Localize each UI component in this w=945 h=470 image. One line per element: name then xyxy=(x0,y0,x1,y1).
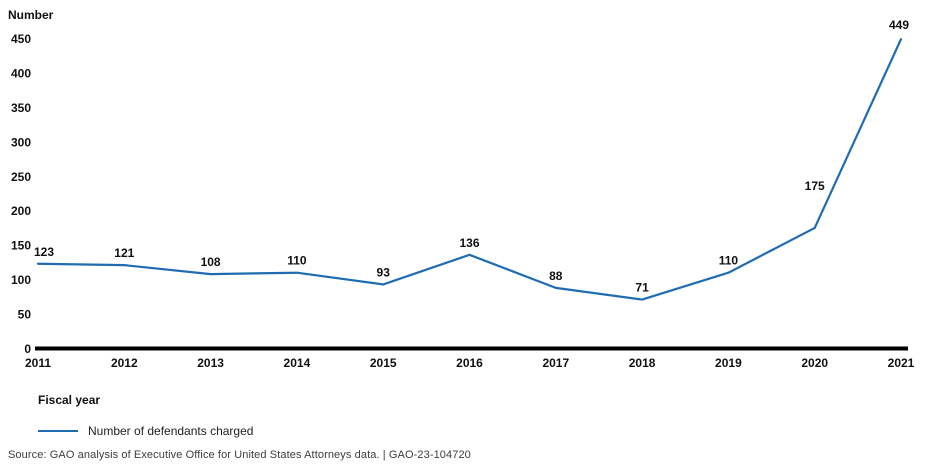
y-tick-label: 450 xyxy=(11,32,31,46)
legend-label: Number of defendants charged xyxy=(88,424,254,438)
data-point-label: 108 xyxy=(201,255,221,269)
x-tick-label: 2014 xyxy=(284,356,311,370)
data-point-label: 88 xyxy=(549,269,563,283)
y-axis-title: Number xyxy=(8,8,54,22)
x-tick-label: 2021 xyxy=(888,356,915,370)
x-tick-label: 2012 xyxy=(111,356,138,370)
data-point-label: 110 xyxy=(719,254,739,268)
y-tick-label: 400 xyxy=(11,66,31,80)
x-axis-title: Fiscal year xyxy=(38,393,101,407)
data-point-label: 93 xyxy=(377,265,391,279)
legend: Number of defendants charged xyxy=(38,424,253,438)
y-tick-label: 100 xyxy=(11,273,31,287)
y-tick-label: 250 xyxy=(11,170,31,184)
source-note: Source: GAO analysis of Executive Office… xyxy=(8,449,471,461)
x-tick-label: 2016 xyxy=(456,356,483,370)
data-point-label: 123 xyxy=(34,245,54,259)
y-tick-label: 300 xyxy=(11,135,31,149)
data-point-label: 121 xyxy=(114,246,134,260)
data-point-label: 175 xyxy=(805,179,825,193)
y-tick-label: 200 xyxy=(11,204,31,218)
x-tick-label: 2011 xyxy=(25,356,51,370)
x-tick-label: 2019 xyxy=(715,356,742,370)
y-tick-label: 350 xyxy=(11,101,31,115)
data-point-label: 449 xyxy=(889,18,909,32)
y-tick-label: 0 xyxy=(24,342,31,356)
x-tick-label: 2017 xyxy=(542,356,569,370)
y-tick-label: 50 xyxy=(18,308,32,322)
x-tick-label: 2013 xyxy=(197,356,224,370)
data-point-label: 71 xyxy=(635,281,649,295)
data-point-label: 110 xyxy=(287,254,307,268)
x-tick-label: 2015 xyxy=(370,356,397,370)
x-tick-label: 2020 xyxy=(801,356,828,370)
line-chart-plot: 0 50 100 150 200 250 300 350 400 450 2011 2012 2013 2… xyxy=(11,18,915,370)
x-tick-label: 2018 xyxy=(629,356,656,370)
legend-line-swatch xyxy=(38,430,78,432)
series-line xyxy=(36,38,903,301)
y-tick-label: 150 xyxy=(11,239,31,253)
data-point-label: 136 xyxy=(459,236,479,250)
